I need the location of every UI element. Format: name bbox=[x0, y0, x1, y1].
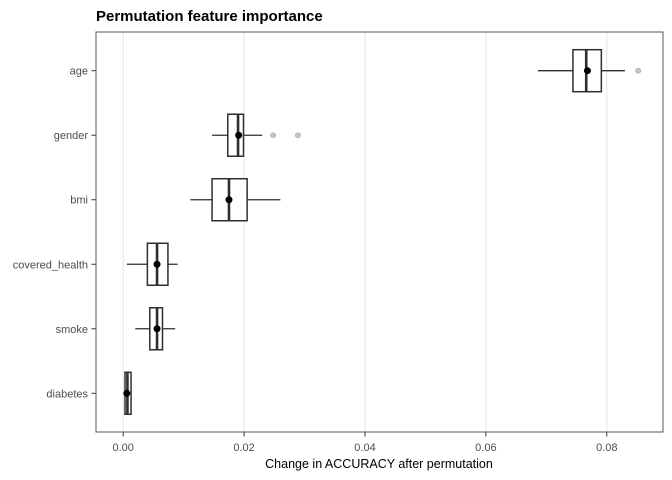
outlier-dot bbox=[270, 132, 277, 139]
mean-dot bbox=[153, 325, 161, 333]
axes-layer: 0.00 0.02 0.04 0.06 0.08 age gender bmi covered_… bbox=[13, 31, 664, 454]
x-tick-label: 0.02 bbox=[233, 442, 254, 454]
y-category-label: age bbox=[70, 66, 88, 78]
x-axis-title: Change in ACCURACY after permutation bbox=[265, 457, 493, 471]
y-category-label: gender bbox=[54, 130, 89, 142]
x-tick-label: 0.00 bbox=[112, 442, 133, 454]
mean-dot bbox=[583, 67, 591, 75]
y-category-label: smoke bbox=[56, 324, 88, 336]
x-tick-label: 0.08 bbox=[596, 442, 617, 454]
panel-border bbox=[95, 31, 664, 433]
y-category-label: bmi bbox=[70, 195, 88, 207]
boxes-layer bbox=[123, 48, 642, 416]
outlier-dot bbox=[635, 67, 642, 74]
mean-dot bbox=[153, 260, 161, 268]
mean-dot bbox=[225, 196, 233, 204]
chart-title: Permutation feature importance bbox=[96, 8, 323, 25]
y-category-label: covered_health bbox=[13, 259, 88, 271]
x-tick-label: 0.04 bbox=[354, 442, 375, 454]
gridlines-layer bbox=[122, 32, 608, 432]
y-category-label: diabetes bbox=[46, 388, 88, 400]
mean-dot bbox=[123, 389, 131, 397]
outlier-dot bbox=[294, 132, 301, 139]
x-tick-label: 0.06 bbox=[475, 442, 496, 454]
mean-dot bbox=[235, 131, 243, 139]
